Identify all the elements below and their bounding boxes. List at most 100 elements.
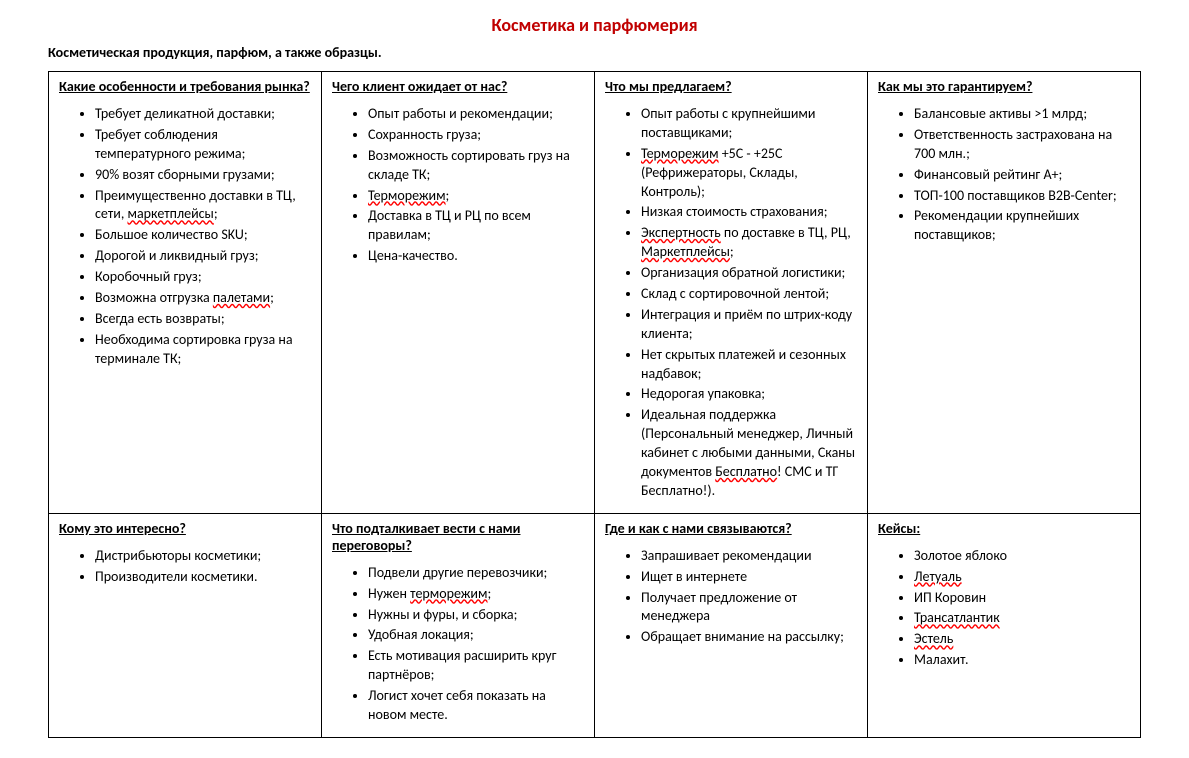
text: Сохранность груза; (368, 126, 481, 143)
spellcheck-text: Маркетплейсы (641, 243, 730, 260)
list-item: Летуаль (914, 568, 1130, 587)
text: Возможность сортировать груз на складе Т… (368, 147, 570, 183)
spellcheck-text: Трансатлантик (914, 609, 1000, 626)
bullet-list: Опыт работы и рекомендации; Сохранность г… (332, 105, 584, 266)
spellcheck-text: Экспертность (641, 224, 721, 241)
list-item: Золотое яблоко (914, 547, 1130, 566)
text: Требует деликатной доставки; (95, 105, 275, 122)
list-item: Ответственность застрахована на 700 млн.… (914, 126, 1130, 164)
list-item: Опыт работы с крупнейшими поставщиками; (641, 105, 857, 143)
page-title: Косметика и парфюмерия (48, 14, 1141, 36)
list-item: Дистрибьюторы косметики; (95, 547, 311, 566)
cell-header: Чего клиент ожидает от нас? (332, 78, 584, 95)
list-item: Ищет в интернете (641, 568, 857, 587)
cell-header: Какие особенности и требования рынка? (59, 78, 311, 95)
text: Золотое яблоко (914, 547, 1007, 564)
text: ; (270, 289, 274, 306)
list-item: Возможна отгрузка палетами; (95, 289, 311, 308)
cell-header: Кейсы: (878, 520, 1130, 537)
list-item: Терморежим +5С - +25С (Рефрижераторы, Ск… (641, 145, 857, 202)
text: ИП Коровин (914, 589, 986, 606)
table-row: Кому это интересно? Дистрибьюторы космети… (49, 513, 1141, 737)
text: Склад с сортировочной лентой; (641, 285, 829, 302)
list-item: Производители косметики. (95, 568, 311, 587)
cell-header: Что подталкивает вести с нами переговоры… (332, 520, 584, 554)
spellcheck-text: Терморежим (641, 145, 719, 162)
text: Ищет в интернете (641, 568, 747, 585)
text: Производители косметики. (95, 568, 257, 585)
list-item: Идеальная поддержка (Персональный менедж… (641, 406, 857, 500)
text: Большое количество SKU; (95, 226, 248, 243)
list-item: Малахит. (914, 651, 1130, 670)
main-table: Какие особенности и требования рынка? Тре… (48, 71, 1141, 738)
spellcheck-text: маркетплейсы (127, 205, 213, 222)
text: ; (730, 243, 734, 260)
list-item: Экспертность по доставке в ТЦ, РЦ, Марке… (641, 224, 857, 262)
list-item: Большое количество SKU; (95, 226, 311, 245)
bullet-list: Опыт работы с крупнейшими поставщиками;Т… (605, 105, 857, 501)
list-item: Есть мотивация расширить круг партнёров; (368, 647, 584, 685)
list-item: Получает предложение от менеджера (641, 589, 857, 627)
list-item: Балансовые активы >1 млрд; (914, 105, 1130, 124)
spellcheck-text: Эстель (914, 630, 953, 647)
text: Недорогая упаковка; (641, 385, 765, 402)
text: Низкая стоимость страхования; (641, 203, 828, 220)
text: Балансовые активы >1 млрд; (914, 105, 1087, 122)
list-item: Трансатлантик (914, 609, 1130, 628)
list-item: Сохранность груза; (368, 126, 584, 145)
text: Нет скрытых платежей и сезонных надбавок… (641, 346, 846, 382)
list-item: Нужен терморежим; (368, 585, 584, 604)
text: Всегда есть возвраты; (95, 310, 225, 327)
bullet-list: Золотое яблоко Летуаль ИП Коровин Трансатла… (878, 547, 1130, 670)
bullet-list: Требует деликатной доставки;Требует собл… (59, 105, 311, 369)
spellcheck-text: Летуаль (914, 568, 962, 585)
text: по доставке в ТЦ, РЦ, (721, 224, 851, 241)
table-row: Какие особенности и требования рынка? Тре… (49, 72, 1141, 514)
text: Удобная локация; (368, 626, 474, 643)
table-cell: Кому это интересно? Дистрибьюторы космети… (49, 513, 322, 737)
table-cell: Что подталкивает вести с нами переговоры… (322, 513, 595, 737)
list-item: Подвели другие перевозчики; (368, 564, 584, 583)
list-item: Дорогой и ликвидный груз; (95, 247, 311, 266)
list-item: Удобная локация; (368, 626, 584, 645)
list-item: Запрашивает рекомендации (641, 547, 857, 566)
list-item: Доставка в ТЦ и РЦ по всем правилам; (368, 207, 584, 245)
list-item: Нет скрытых платежей и сезонных надбавок… (641, 346, 857, 384)
list-item: Нужны и фуры, и сборка; (368, 606, 584, 625)
text: Логист хочет себя показать на новом мест… (368, 687, 546, 723)
text: Обращает внимание на рассылку; (641, 628, 844, 645)
list-item: 90% возят сборными грузами; (95, 166, 311, 185)
text: Интеграция и приём по штрих-коду клиента… (641, 306, 852, 342)
list-item: Необходима сортировка груза на терминале… (95, 331, 311, 369)
list-item: ТОП-100 поставщиков B2B-Center; (914, 187, 1130, 206)
text: ; (487, 585, 491, 602)
list-item: Финансовый рейтинг А+; (914, 166, 1130, 185)
text: Опыт работы и рекомендации; (368, 105, 553, 122)
list-item: ИП Коровин (914, 589, 1130, 608)
list-item: Преимущественно доставки в ТЦ, сети, мар… (95, 187, 311, 225)
text: Финансовый рейтинг А+; (914, 166, 1062, 183)
list-item: Недорогая упаковка; (641, 385, 857, 404)
list-item: Организация обратной логистики; (641, 264, 857, 283)
text: Ответственность застрахована на 700 млн.… (914, 126, 1112, 162)
table-cell: Чего клиент ожидает от нас? Опыт работы и… (322, 72, 595, 514)
table-cell: Что мы предлагаем? Опыт работы с крупнейш… (595, 72, 868, 514)
text: Есть мотивация расширить круг партнёров; (368, 647, 556, 683)
list-item: Цена-качество. (368, 247, 584, 266)
list-item: Низкая стоимость страхования; (641, 203, 857, 222)
text: Запрашивает рекомендации (641, 547, 812, 564)
cell-header: Кому это интересно? (59, 520, 311, 537)
spellcheck-text: Бесплатно (715, 463, 777, 480)
text: Нужны и фуры, и сборка; (368, 606, 517, 623)
bullet-list: Запрашивает рекомендации Ищет в интернете… (605, 547, 857, 647)
table-cell: Какие особенности и требования рынка? Тре… (49, 72, 322, 514)
text: Цена-качество. (368, 247, 458, 264)
text: 90% возят сборными грузами; (95, 166, 275, 183)
text: ; (214, 205, 218, 222)
table-cell: Кейсы: Золотое яблоко Летуаль ИП Коровин Тра… (868, 513, 1141, 737)
bullet-list: Дистрибьюторы косметики; Производители ко… (59, 547, 311, 587)
list-item: Опыт работы и рекомендации; (368, 105, 584, 124)
cell-header: Как мы это гарантируем? (878, 78, 1130, 95)
text: Коробочный груз; (95, 268, 202, 285)
cell-header: Что мы предлагаем? (605, 78, 857, 95)
